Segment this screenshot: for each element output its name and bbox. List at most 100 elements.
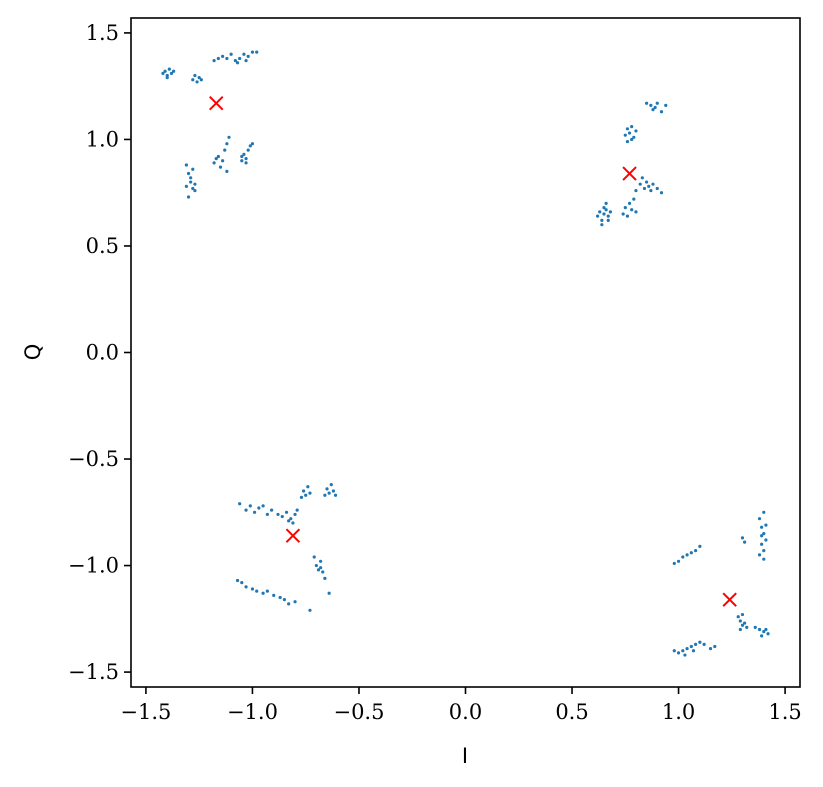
data-point	[623, 133, 627, 137]
data-point	[184, 163, 188, 167]
data-point	[740, 536, 745, 540]
data-point	[702, 642, 706, 646]
data-point	[221, 159, 225, 163]
data-point	[193, 182, 197, 186]
data-point	[676, 559, 681, 563]
data-point	[762, 510, 766, 514]
data-point	[664, 103, 668, 107]
data-point	[766, 632, 770, 636]
data-point	[634, 129, 638, 133]
x-tick-label: 0.5	[555, 700, 588, 724]
data-point	[233, 59, 237, 63]
data-point	[627, 131, 632, 135]
data-point	[602, 212, 606, 216]
data-point	[743, 540, 747, 544]
data-point	[757, 517, 762, 521]
data-point	[238, 56, 242, 61]
data-point	[242, 52, 246, 56]
centroid-stroke	[209, 96, 224, 111]
data-point	[250, 142, 255, 146]
data-point	[169, 71, 174, 75]
data-point	[244, 59, 248, 63]
data-point	[255, 50, 259, 54]
data-point	[627, 201, 632, 205]
data-point	[319, 559, 323, 563]
centroid-stroke	[622, 166, 637, 181]
y-tick-label: −1.5	[68, 660, 119, 684]
centroid-marker	[209, 96, 224, 111]
data-point	[216, 56, 220, 61]
data-point	[218, 165, 223, 169]
data-point	[638, 182, 642, 186]
data-point	[235, 578, 240, 583]
centroid-marker	[722, 592, 737, 607]
data-point	[197, 76, 201, 80]
data-point	[216, 154, 220, 159]
data-point	[640, 176, 644, 180]
data-point	[212, 59, 216, 63]
data-point	[625, 139, 630, 144]
data-point	[261, 504, 265, 508]
data-point	[287, 602, 291, 606]
data-point	[753, 625, 757, 629]
data-point	[212, 161, 216, 165]
data-point	[598, 210, 602, 214]
data-point	[681, 555, 685, 559]
data-point	[295, 508, 299, 512]
y-tick-label: −0.5	[68, 447, 119, 471]
data-point	[252, 510, 257, 514]
data-point	[246, 54, 250, 58]
data-point	[225, 169, 229, 174]
data-point	[685, 647, 689, 651]
data-point	[740, 623, 745, 627]
data-point	[306, 485, 310, 489]
data-point	[743, 621, 747, 625]
data-point	[689, 551, 693, 555]
data-point	[289, 517, 293, 521]
data-point	[308, 608, 312, 612]
data-point	[606, 218, 610, 223]
data-point	[225, 56, 229, 61]
data-point	[163, 69, 167, 73]
data-point	[244, 585, 248, 589]
data-point	[308, 491, 312, 495]
data-point	[738, 627, 742, 632]
data-point	[672, 649, 676, 653]
data-point	[681, 649, 685, 653]
data-point	[630, 125, 634, 129]
data-point	[740, 612, 745, 617]
data-point	[195, 80, 199, 84]
data-point	[276, 512, 280, 517]
data-point	[738, 619, 742, 623]
data-point	[621, 212, 625, 216]
data-point	[293, 512, 297, 517]
data-point	[644, 180, 649, 184]
data-point	[282, 598, 287, 602]
data-point	[642, 186, 647, 191]
data-point	[655, 101, 659, 105]
data-point	[242, 152, 246, 156]
data-point	[244, 157, 248, 161]
centroid-marker	[285, 528, 301, 543]
data-point	[625, 127, 630, 131]
data-point	[760, 534, 764, 538]
data-point	[685, 553, 689, 557]
data-point	[630, 208, 634, 212]
data-point	[333, 493, 338, 497]
data-point	[323, 576, 327, 580]
x-tick-label: 1.0	[662, 700, 695, 724]
data-point	[762, 549, 766, 553]
data-point	[762, 557, 766, 561]
data-point	[644, 101, 649, 105]
x-axis-label: I	[462, 744, 468, 768]
data-point	[248, 504, 252, 508]
data-point	[161, 71, 165, 75]
data-point	[649, 188, 653, 193]
data-point	[223, 148, 227, 152]
data-point	[248, 144, 252, 148]
y-tick-label: −1.0	[68, 554, 119, 578]
plot-frame	[130, 17, 801, 688]
data-point	[762, 531, 766, 536]
data-point	[314, 563, 318, 568]
data-point	[602, 206, 606, 210]
